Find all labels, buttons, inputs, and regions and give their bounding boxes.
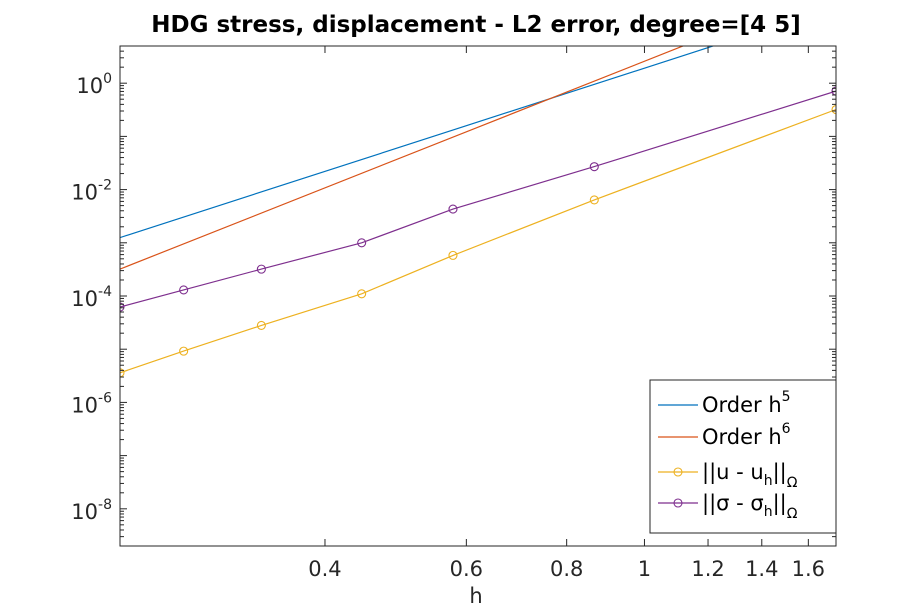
y-tick-label: 10-8 [71, 497, 112, 524]
legend-label-3: ||σ - σh||Ω [702, 491, 798, 522]
series-3-point [120, 302, 125, 312]
y-tick-label: 10-2 [71, 178, 112, 205]
series-line-2 [120, 108, 836, 374]
x-tick-label: 0.8 [550, 557, 583, 581]
y-tick-label: 100 [76, 71, 112, 98]
x-tick-label: 0.6 [450, 557, 483, 581]
series-line-0 [120, 46, 715, 239]
x-tick-label: 1.4 [745, 557, 778, 581]
x-tick-label: 1.2 [691, 557, 724, 581]
series-2-point [256, 320, 266, 330]
legend-label-0: Order h5 [702, 389, 791, 417]
axes-layer: 0.4 0.6 0.8 1 1.2 1.4 1.6 100 10-2 10-4 10-6 10-8 [71, 45, 837, 581]
y-tick-label: 10-6 [71, 390, 112, 417]
series-3-point [179, 285, 189, 295]
chart-title: HDG stress, displacement - L2 error, deg… [151, 12, 800, 38]
x-tick-label: 0.4 [308, 557, 341, 581]
x-tick-label: 1.6 [792, 557, 825, 581]
series-2-point [357, 289, 367, 299]
series-2-point [589, 195, 599, 205]
series-2-point [831, 104, 836, 115]
x-tick-label: 1 [638, 557, 651, 581]
series-2-point [448, 250, 458, 260]
series-3-point [589, 162, 599, 172]
series-2-point [179, 346, 189, 356]
series-line-3 [120, 90, 836, 308]
series-3-point [357, 238, 367, 248]
legend-marker-2 [673, 467, 683, 477]
x-axis-label: h [469, 584, 482, 608]
series-3-point [448, 204, 458, 214]
legend-marker-3 [673, 498, 683, 508]
series-line-1 [120, 46, 685, 270]
legend-label-1: Order h6 [702, 421, 791, 449]
series-3-point [256, 264, 266, 274]
y-tick-label: 10-4 [71, 284, 112, 311]
legend-label-2: ||u - uh||Ω [702, 460, 798, 491]
legend: Order h5 Order h6 ||u - uh||Ω||σ - σh||Ω [649, 379, 837, 534]
series-2-point [120, 368, 125, 378]
